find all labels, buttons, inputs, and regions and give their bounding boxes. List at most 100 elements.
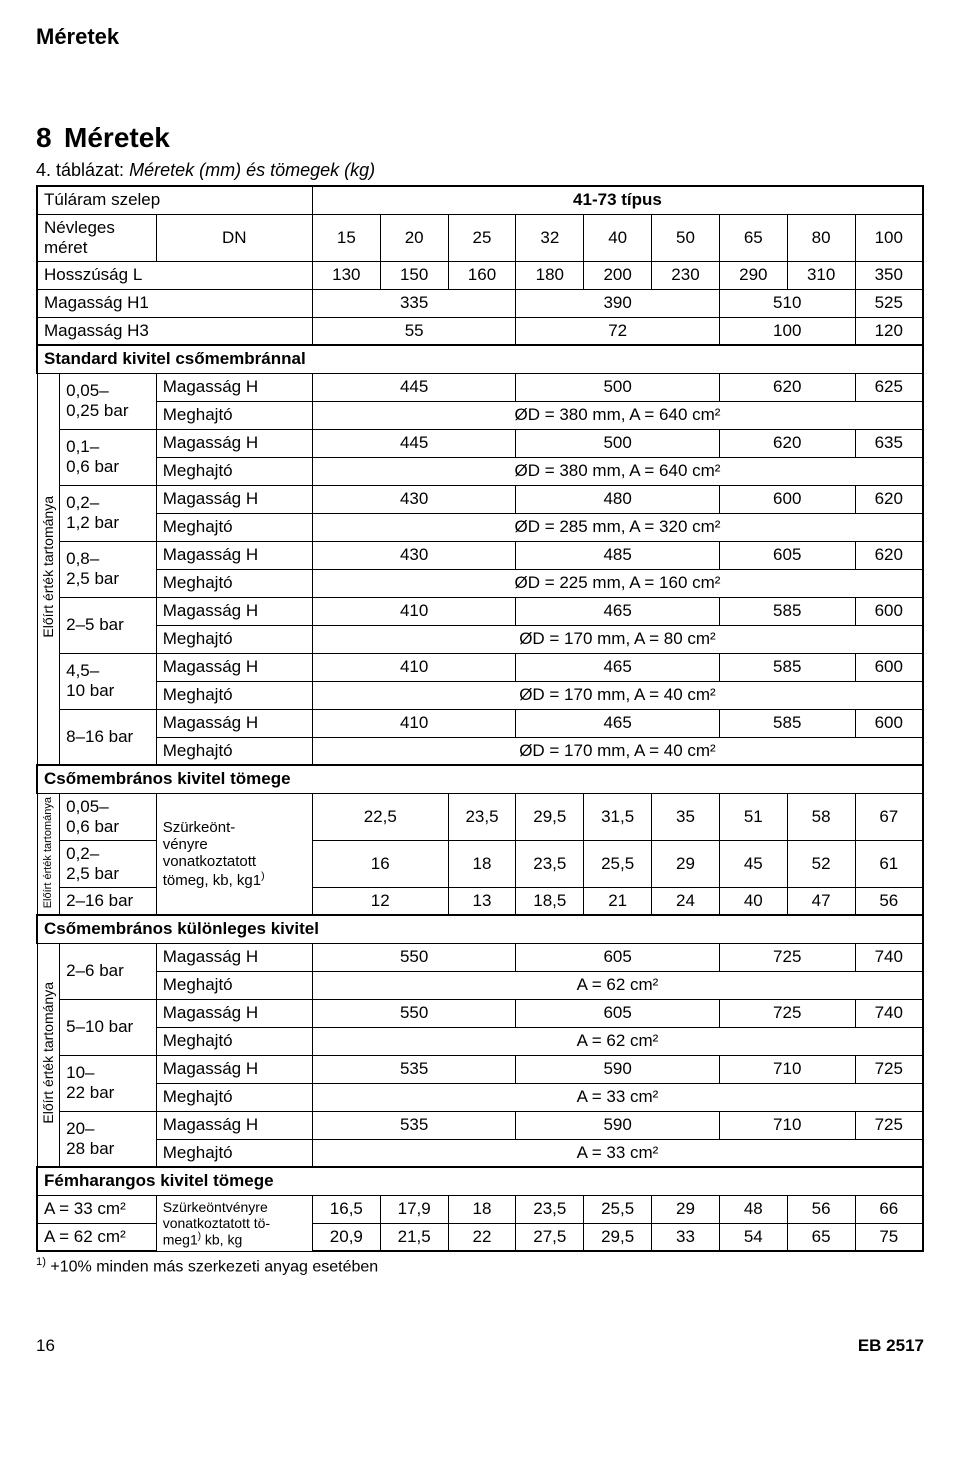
table-row: Meghajtó A = 33 cm² [37,1139,923,1167]
table-row: Csőmembrános különleges kivitel [37,915,923,943]
cell: ØD = 170 mm, A = 40 cm² [312,681,923,709]
cell: 22 [448,1223,516,1251]
page-number: 16 [36,1336,55,1356]
table-row: Magasság H1 335 390 510 525 [37,289,923,317]
cell: ØD = 285 mm, A = 320 cm² [312,513,923,541]
doc-code: EB 2517 [858,1336,924,1356]
cell: 22,5 [312,793,448,840]
cell: 27,5 [516,1223,584,1251]
cell-weight-label: Szürkeöntvényre vonatkoztatott tö- meg1)… [156,1195,312,1251]
cell: 600 [855,709,923,737]
cell: 600 [719,485,855,513]
table-row: 20– 28 bar Magasság H 535 590 710 725 [37,1111,923,1139]
cell-dn: 50 [652,214,720,261]
cell-dn-label: DN [156,214,312,261]
cell-std-header: Standard kivitel csőmembránnal [37,345,923,373]
cell: 725 [855,1111,923,1139]
cell-range: 20– 28 bar [60,1111,157,1167]
table-row: Meghajtó A = 62 cm² [37,971,923,999]
cell-bellw-header: Fémharangos kivitel tömege [37,1167,923,1195]
cell: A = 62 cm² [312,971,923,999]
cell: 465 [516,653,719,681]
cell: 465 [516,597,719,625]
cell: 24 [652,887,720,915]
table-row: A = 33 cm² Szürkeöntvényre vonatkoztatot… [37,1195,923,1223]
cell: 21,5 [380,1223,448,1251]
cell: 20,9 [312,1223,380,1251]
cell: 725 [855,1055,923,1083]
cell: ØD = 380 mm, A = 640 cm² [312,457,923,485]
cell: 500 [516,429,719,457]
cell: 600 [855,653,923,681]
cell: 160 [448,261,516,289]
cell: 61 [855,840,923,887]
cell-h1-label: Magasság H1 [37,289,312,317]
table-row: Meghajtó ØD = 380 mm, A = 640 cm² [37,457,923,485]
cell: A = 62 cm² [312,1027,923,1055]
cell: 620 [855,485,923,513]
cell: 485 [516,541,719,569]
cell: ØD = 170 mm, A = 40 cm² [312,737,923,765]
cell-range: 2–6 bar [60,943,157,999]
cell: 48 [719,1195,787,1223]
cell-spec-header: Csőmembrános különleges kivitel [37,915,923,943]
table-row: 2–5 bar Magasság H 410 465 585 600 [37,597,923,625]
cell: 430 [312,541,515,569]
cell: 710 [719,1055,855,1083]
table-row: Csőmembrános kivitel tömege [37,765,923,793]
cell: 535 [312,1055,515,1083]
cell: 18 [448,1195,516,1223]
cell: 16 [312,840,448,887]
cell: 66 [855,1195,923,1223]
cell: 16,5 [312,1195,380,1223]
cell: 510 [719,289,855,317]
cell: 550 [312,943,515,971]
cell-param: Magasság H [156,541,312,569]
table-row: Fémharangos kivitel tömege [37,1167,923,1195]
cell: 410 [312,597,515,625]
cell: 180 [516,261,584,289]
cell: 600 [855,597,923,625]
cell: A = 33 cm² [312,1139,923,1167]
cell: 25,5 [584,840,652,887]
cell-weight-label: Szürkeönt- vényre vonatkoztatott tömeg, … [156,793,312,915]
cell: 29 [652,840,720,887]
cell-valve: Túláram szelep [37,186,312,214]
cell: 29 [652,1195,720,1223]
table-row: Meghajtó ØD = 285 mm, A = 320 cm² [37,513,923,541]
cell: 21 [584,887,652,915]
cell-range: 10– 22 bar [60,1055,157,1111]
table-row: Meghajtó ØD = 225 mm, A = 160 cm² [37,569,923,597]
table-row: Standard kivitel csőmembránnal [37,345,923,373]
vertical-label-setpoint-3: Előírt érték tartománya [37,943,60,1167]
cell-range: 0,1– 0,6 bar [60,429,157,485]
cell-range: 2–16 bar [60,887,157,915]
cell-param: Meghajtó [156,401,312,429]
cell: 590 [516,1111,719,1139]
cell: 410 [312,653,515,681]
cell-dn: 32 [516,214,584,261]
cell: 310 [787,261,855,289]
cell: 150 [380,261,448,289]
cell-range: 5–10 bar [60,999,157,1055]
cell: 51 [719,793,787,840]
cell: 585 [719,709,855,737]
table-caption: 4. táblázat: Méretek (mm) és tömegek (kg… [36,160,924,181]
cell: 465 [516,709,719,737]
cell: 445 [312,373,515,401]
table-row: Magasság H3 55 72 100 120 [37,317,923,345]
table-row: Meghajtó A = 33 cm² [37,1083,923,1111]
cell-param: Meghajtó [156,1027,312,1055]
table-label: 4. táblázat: [36,160,124,180]
cell: 75 [855,1223,923,1251]
cell: 740 [855,943,923,971]
cell: 200 [584,261,652,289]
cell-range: 0,2– 1,2 bar [60,485,157,541]
cell-param: Magasság H [156,373,312,401]
cell-range: 2–5 bar [60,597,157,653]
cell-nom-label: Névleges méret [37,214,156,261]
cell: 445 [312,429,515,457]
cell-range: 8–16 bar [60,709,157,765]
cell: 550 [312,999,515,1027]
cell: 31,5 [584,793,652,840]
